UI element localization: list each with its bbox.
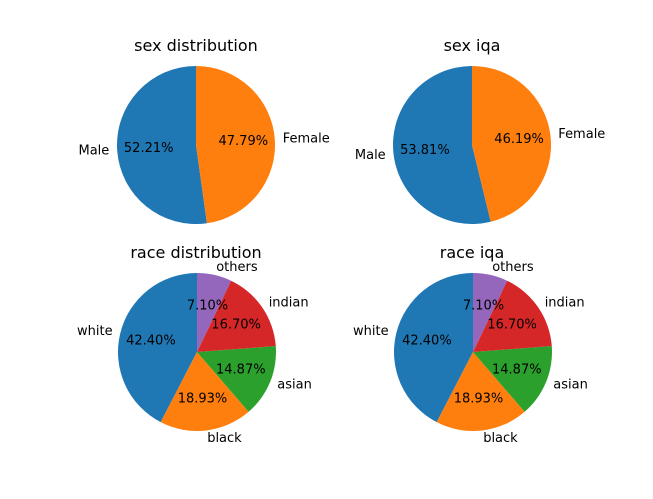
slice-label: others <box>216 260 258 275</box>
slice-percent-label: 16.70% <box>487 318 537 333</box>
pie-slice-female <box>196 66 275 224</box>
slice-percent-label: 18.93% <box>454 392 504 407</box>
slice-percent-label: 16.70% <box>211 318 261 333</box>
slice-percent-label: 7.10% <box>463 298 504 313</box>
slice-label: indian <box>269 295 309 310</box>
pie-slice-indian <box>197 280 276 352</box>
slice-percent-label: 46.19% <box>494 132 544 147</box>
slice-label: black <box>483 431 518 446</box>
slice-label: white <box>77 324 113 339</box>
pie-slice-others <box>473 273 508 352</box>
slice-percent-label: 18.93% <box>178 392 228 407</box>
pie-slice-black <box>160 352 249 431</box>
pie-slice-female <box>472 66 552 222</box>
chart-title: race iqa <box>440 243 505 262</box>
slice-percent-label: 47.79% <box>219 134 269 149</box>
slice-label: white <box>353 324 389 339</box>
chart-title: race distribution <box>130 243 261 262</box>
slice-percent-label: 7.10% <box>187 298 228 313</box>
pie-slice-others <box>197 273 232 352</box>
chart-sex-iqa: sex iqa Male 53.81% Female 46.19% <box>355 36 605 224</box>
pie-slices: white 42.40% black 18.93% asian 14.87% indian 1… <box>353 260 588 446</box>
slice-label: Male <box>79 144 110 159</box>
slice-label: others <box>492 260 534 275</box>
slice-label: Male <box>355 148 386 163</box>
pie-slice-indian <box>473 280 552 352</box>
slice-label: Female <box>558 127 605 142</box>
slice-percent-label: 42.40% <box>402 333 452 348</box>
slice-percent-label: 14.87% <box>492 363 542 378</box>
slice-label: indian <box>545 295 585 310</box>
pie-slice-asian <box>197 346 277 412</box>
chart-race-distribution: race distribution white 42.40% black 18.93%… <box>77 243 312 446</box>
pie-slice-male <box>393 66 491 224</box>
slice-label: asian <box>553 378 588 393</box>
slice-percent-label: 14.87% <box>216 363 266 378</box>
pie-slice-black <box>436 352 525 431</box>
pie-slices: Male 52.21% Female 47.79% <box>79 65 330 225</box>
chart-race-iqa: race iqa white 42.40% black 18.93% asian 14.8… <box>353 243 588 446</box>
pie-slice-asian <box>473 346 553 412</box>
pie-slices: Male 53.81% Female 46.19% <box>355 66 605 224</box>
pie-slices: white 42.40% black 18.93% asian 14.87% indian 1… <box>77 260 312 446</box>
chart-sex-distribution: sex distribution Male 52.21% Female 47.79% <box>79 36 330 225</box>
chart-title: sex iqa <box>444 36 501 55</box>
slice-percent-label: 53.81% <box>400 143 450 158</box>
pie-slice-white <box>118 273 197 423</box>
slice-percent-label: 52.21% <box>124 141 174 156</box>
pie-slice-white <box>394 273 473 423</box>
slice-label: black <box>207 431 242 446</box>
slice-label: Female <box>283 132 330 147</box>
slice-percent-label: 42.40% <box>126 333 176 348</box>
slice-label: asian <box>277 378 312 393</box>
chart-title: sex distribution <box>134 36 258 55</box>
pie-slice-male <box>116 65 207 225</box>
